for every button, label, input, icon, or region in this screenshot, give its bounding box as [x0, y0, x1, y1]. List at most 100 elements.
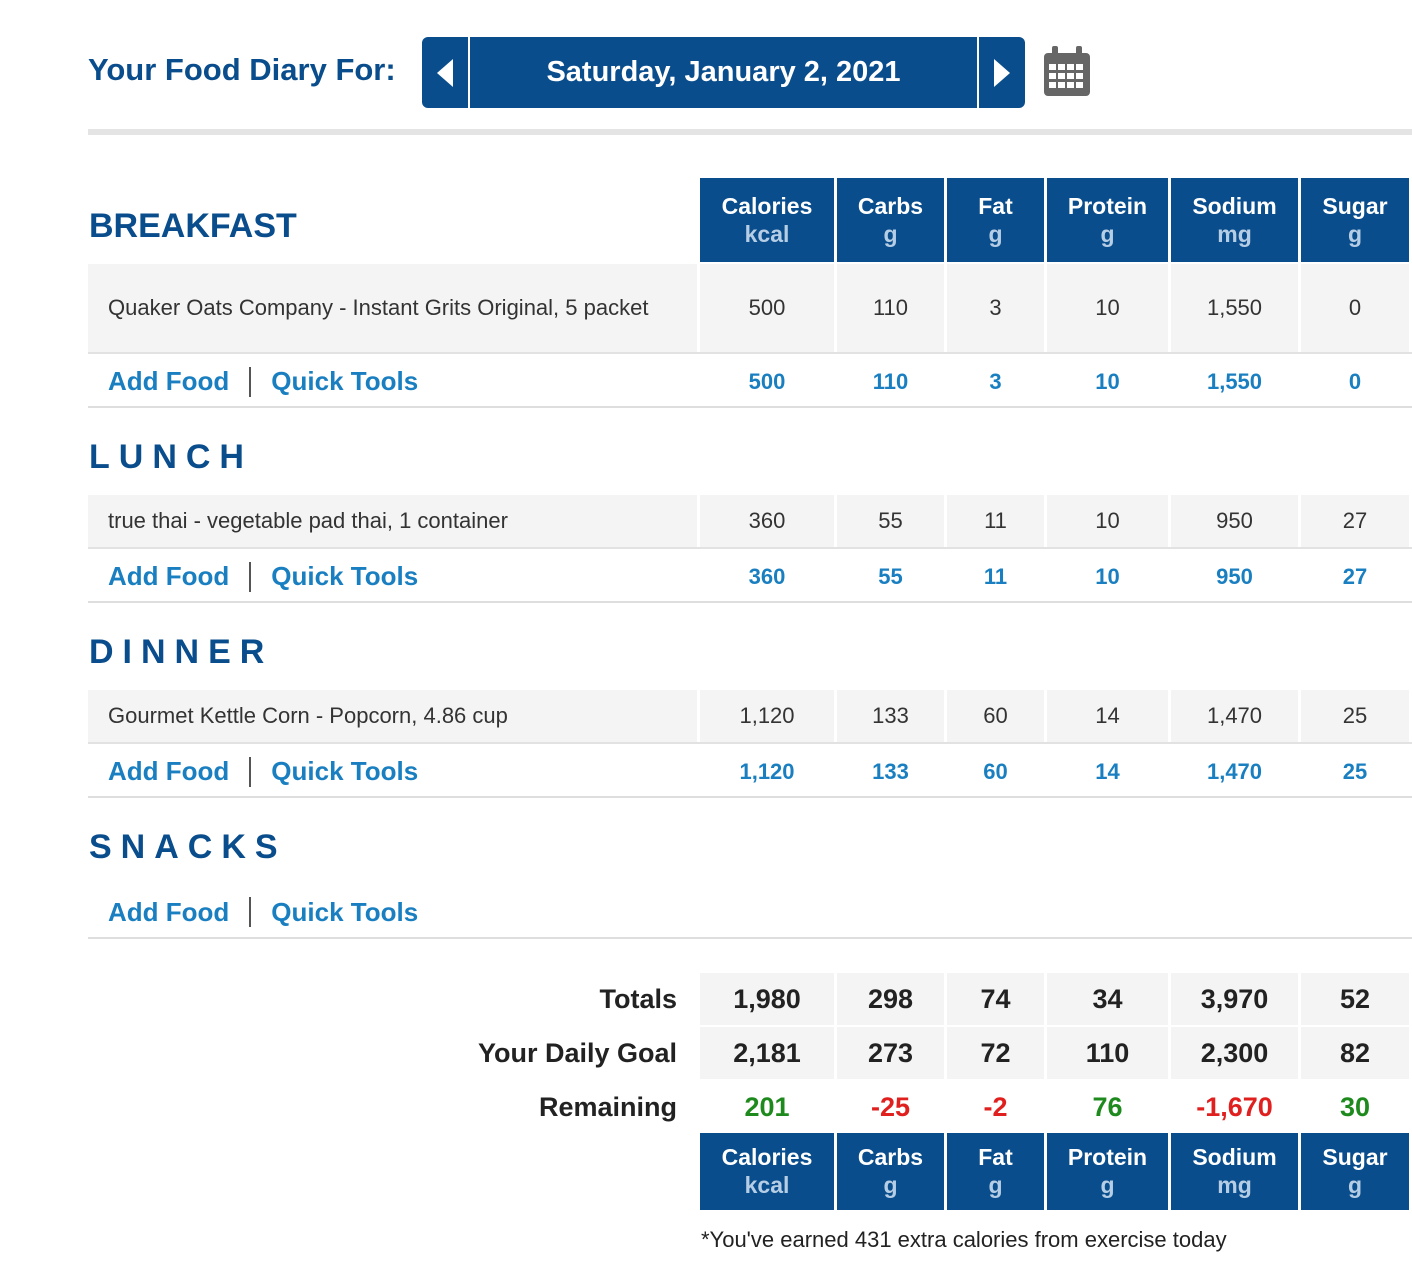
- food-sodium: 1,470: [1171, 690, 1298, 742]
- food-sugar: 27: [1301, 495, 1409, 547]
- row-divider: [88, 547, 1412, 549]
- quick-tools-link[interactable]: Quick Tools: [271, 561, 419, 591]
- meal-links: Add Food Quick Tools: [108, 550, 418, 603]
- row-divider: [88, 406, 1412, 408]
- food-carbs: 55: [837, 495, 944, 547]
- goal-sodium: 2,300: [1171, 1027, 1298, 1079]
- quick-tools-link[interactable]: Quick Tools: [271, 896, 419, 927]
- add-food-link[interactable]: Add Food: [108, 896, 230, 927]
- meal-title-breakfast: BREAKFAST: [89, 207, 297, 245]
- goal-calories: 2,181: [700, 1027, 834, 1079]
- row-divider: [88, 742, 1412, 744]
- col-carbs: Carbs g: [837, 178, 944, 262]
- food-protein: 10: [1047, 264, 1168, 352]
- food-fat: 11: [947, 495, 1044, 547]
- date-navigator: Saturday, January 2, 2021: [422, 37, 1025, 108]
- meal-title-dinner: DINNER: [89, 633, 274, 671]
- food-protein: 14: [1047, 690, 1168, 742]
- food-name[interactable]: Quaker Oats Company - Instant Grits Orig…: [88, 264, 697, 352]
- link-separator: [249, 366, 252, 397]
- sum-fat: 11: [983, 563, 1008, 589]
- goal-carbs: 273: [837, 1027, 944, 1079]
- remaining-protein: 76: [1092, 1091, 1123, 1122]
- total-protein: 34: [1047, 973, 1168, 1025]
- sum-sugar: 25: [1342, 758, 1368, 784]
- total-sugar: 52: [1301, 973, 1409, 1025]
- col-calories: Calories kcal: [700, 178, 834, 262]
- diary-title: Your Food Diary For:: [88, 52, 396, 87]
- row-divider: [88, 937, 1412, 939]
- sum-fat: 60: [983, 758, 1008, 784]
- col-sugar: Sugar g: [1301, 178, 1409, 262]
- triangle-right-icon: [994, 58, 1010, 87]
- food-calories: 500: [700, 264, 834, 352]
- meal-links: Add Food Quick Tools: [108, 885, 418, 939]
- food-sodium: 1,550: [1171, 264, 1298, 352]
- sum-sodium: 1,550: [1206, 368, 1263, 394]
- goal-protein: 110: [1047, 1027, 1168, 1079]
- food-protein: 10: [1047, 495, 1168, 547]
- sum-calories: 1,120: [739, 758, 795, 784]
- remaining-sodium: -1,670: [1196, 1091, 1273, 1122]
- total-sodium: 3,970: [1171, 973, 1298, 1025]
- col-fat: Fat g: [947, 1133, 1044, 1210]
- calendar-icon: [1044, 46, 1090, 96]
- next-day-button[interactable]: [977, 37, 1025, 108]
- total-calories: 1,980: [700, 973, 834, 1025]
- meal-title-lunch: LUNCH: [89, 438, 253, 476]
- col-sodium: Sodium mg: [1171, 178, 1298, 262]
- food-carbs: 110: [837, 264, 944, 352]
- add-row-snacks: Add Food Quick Tools: [88, 885, 1412, 939]
- link-separator: [249, 756, 252, 787]
- food-sugar: 0: [1301, 264, 1409, 352]
- add-food-link[interactable]: Add Food: [108, 561, 230, 591]
- food-row-lunch[interactable]: true thai - vegetable pad thai, 1 contai…: [88, 495, 1412, 549]
- goal-sugar: 82: [1301, 1027, 1409, 1079]
- link-separator: [249, 561, 252, 592]
- food-fat: 3: [947, 264, 1044, 352]
- sum-sodium: 950: [1216, 563, 1253, 589]
- daily-goal-label: Your Daily Goal: [477, 1038, 677, 1068]
- col-carbs: Carbs g: [837, 1133, 944, 1210]
- quick-tools-link[interactable]: Quick Tools: [271, 366, 419, 396]
- col-protein: Protein g: [1047, 1133, 1168, 1210]
- col-sugar: Sugar g: [1301, 1133, 1409, 1210]
- add-row-breakfast: Add Food Quick Tools 500 110 3 10 1,550 …: [88, 355, 1412, 408]
- add-food-link[interactable]: Add Food: [108, 756, 230, 786]
- sum-carbs: 55: [878, 563, 903, 589]
- remaining-label: Remaining: [538, 1092, 677, 1122]
- sum-sugar: 27: [1342, 563, 1368, 589]
- previous-day-button[interactable]: [422, 37, 470, 108]
- sum-calories: 500: [748, 368, 786, 394]
- header-divider: [88, 129, 1412, 135]
- remaining-fat: -2: [983, 1091, 1008, 1122]
- current-date[interactable]: Saturday, January 2, 2021: [546, 56, 901, 88]
- food-name[interactable]: Gourmet Kettle Corn - Popcorn, 4.86 cup: [88, 690, 697, 742]
- food-row-dinner[interactable]: Gourmet Kettle Corn - Popcorn, 4.86 cup …: [88, 690, 1412, 744]
- food-calories: 360: [700, 495, 834, 547]
- sum-calories: 360: [748, 563, 786, 589]
- col-calories: Calories kcal: [700, 1133, 834, 1210]
- meal-links: Add Food Quick Tools: [108, 355, 418, 408]
- exercise-note: *You've earned 431 extra calories from e…: [701, 1227, 1227, 1252]
- add-food-link[interactable]: Add Food: [108, 366, 230, 396]
- food-name[interactable]: true thai - vegetable pad thai, 1 contai…: [88, 495, 697, 547]
- link-separator: [249, 897, 252, 927]
- sum-protein: 14: [1095, 758, 1120, 784]
- food-carbs: 133: [837, 690, 944, 742]
- sum-carbs: 110: [872, 368, 909, 394]
- remaining-sugar: 30: [1339, 1091, 1371, 1122]
- col-sodium: Sodium mg: [1171, 1133, 1298, 1210]
- total-carbs: 298: [837, 973, 944, 1025]
- col-fat: Fat g: [947, 178, 1044, 262]
- quick-tools-link[interactable]: Quick Tools: [271, 756, 419, 786]
- calendar-button[interactable]: [1042, 44, 1092, 103]
- goal-fat: 72: [947, 1027, 1044, 1079]
- totals-label: Totals: [599, 984, 677, 1014]
- food-row-breakfast[interactable]: Quaker Oats Company - Instant Grits Orig…: [88, 264, 1412, 354]
- col-protein: Protein g: [1047, 178, 1168, 262]
- sum-carbs: 133: [872, 758, 909, 784]
- remaining-calories: 201: [744, 1091, 790, 1122]
- meal-title-snacks: SNACKS: [89, 828, 287, 866]
